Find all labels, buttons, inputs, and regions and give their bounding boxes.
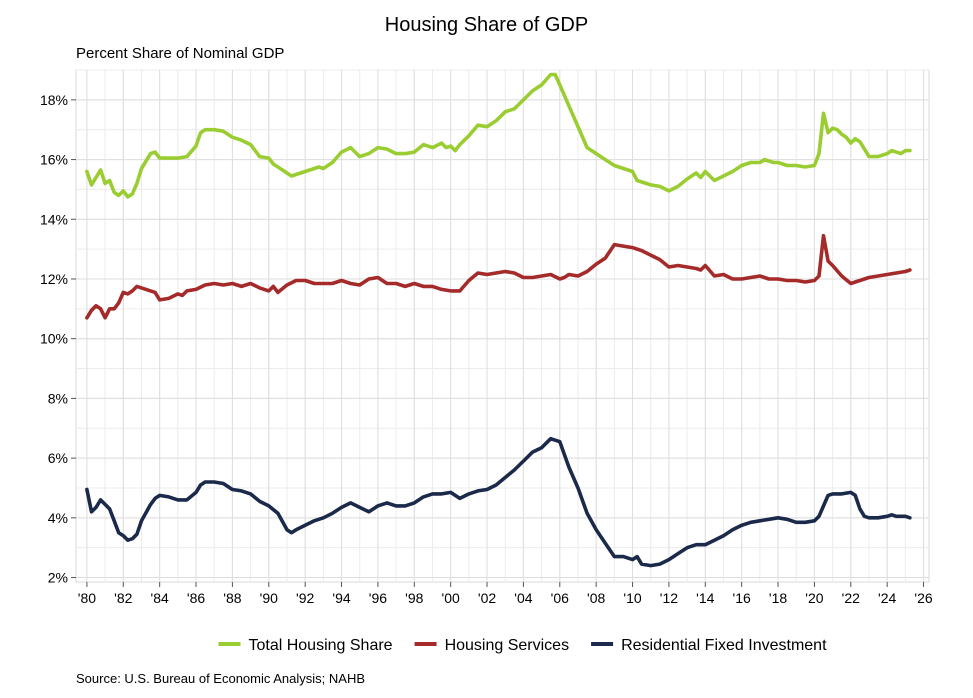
x-tick-label: '84 <box>151 590 169 606</box>
plot-area <box>75 69 930 583</box>
axes: '80 '82 '84 '86 '88 '90 '92 '94 '96 '98 '00 '02 '04 '… <box>40 92 933 606</box>
series-line-housing-services <box>85 233 912 320</box>
legend-item: Total Housing Share <box>218 637 393 654</box>
x-tick-label: '04 <box>514 590 532 606</box>
legend-item: Residential Fixed Investment <box>591 637 827 654</box>
y-tick-label: 10% <box>40 331 68 347</box>
legend-item: Housing Services <box>414 637 570 654</box>
x-tick-label: '92 <box>296 590 314 606</box>
y-tick-label: 4% <box>48 510 68 526</box>
y-tick-label: 6% <box>48 450 68 466</box>
x-tick-label: '10 <box>623 590 641 606</box>
x-tick-label: '88 <box>223 590 241 606</box>
x-tick-label: '90 <box>260 590 278 606</box>
x-tick-label: '06 <box>551 590 569 606</box>
x-tick-label: '82 <box>114 590 132 606</box>
x-tick-label: '00 <box>442 590 460 606</box>
legend-label: Total Housing Share <box>248 637 392 654</box>
series-lines <box>85 72 912 568</box>
x-tick-label: '26 <box>914 590 932 606</box>
y-tick-label: 16% <box>40 152 68 168</box>
x-tick-label: '08 <box>587 590 605 606</box>
series-line-total-housing-share <box>85 72 912 199</box>
series-line-residential-fixed-investment <box>85 436 912 568</box>
y-tick-label: 2% <box>48 570 68 586</box>
x-tick-label: '24 <box>878 590 896 606</box>
source-note: Source: U.S. Bureau of Economic Analysis… <box>76 671 366 686</box>
legend-label: Residential Fixed Investment <box>621 637 827 654</box>
grid <box>75 69 930 583</box>
y-tick-label: 12% <box>40 271 68 287</box>
x-tick-label: '12 <box>660 590 678 606</box>
y-axis-label: Percent Share of Nominal GDP <box>76 45 285 62</box>
x-tick-label: '18 <box>769 590 787 606</box>
x-tick-label: '02 <box>478 590 496 606</box>
x-tick-label: '22 <box>842 590 860 606</box>
x-tick-label: '96 <box>369 590 387 606</box>
legend: Total Housing Share Housing Services Resid… <box>218 637 827 654</box>
legend-label: Housing Services <box>445 637 570 654</box>
x-tick-label: '94 <box>332 590 350 606</box>
x-tick-label: '20 <box>805 590 823 606</box>
y-tick-label: 18% <box>40 92 68 108</box>
chart-title: Housing Share of GDP <box>384 14 589 36</box>
x-tick-label: '86 <box>187 590 205 606</box>
x-tick-label: '98 <box>405 590 423 606</box>
y-tick-label: 8% <box>48 390 68 406</box>
y-tick-label: 14% <box>40 211 68 227</box>
x-tick-label: '16 <box>733 590 751 606</box>
x-tick-label: '14 <box>696 590 714 606</box>
x-tick-label: '80 <box>78 590 96 606</box>
